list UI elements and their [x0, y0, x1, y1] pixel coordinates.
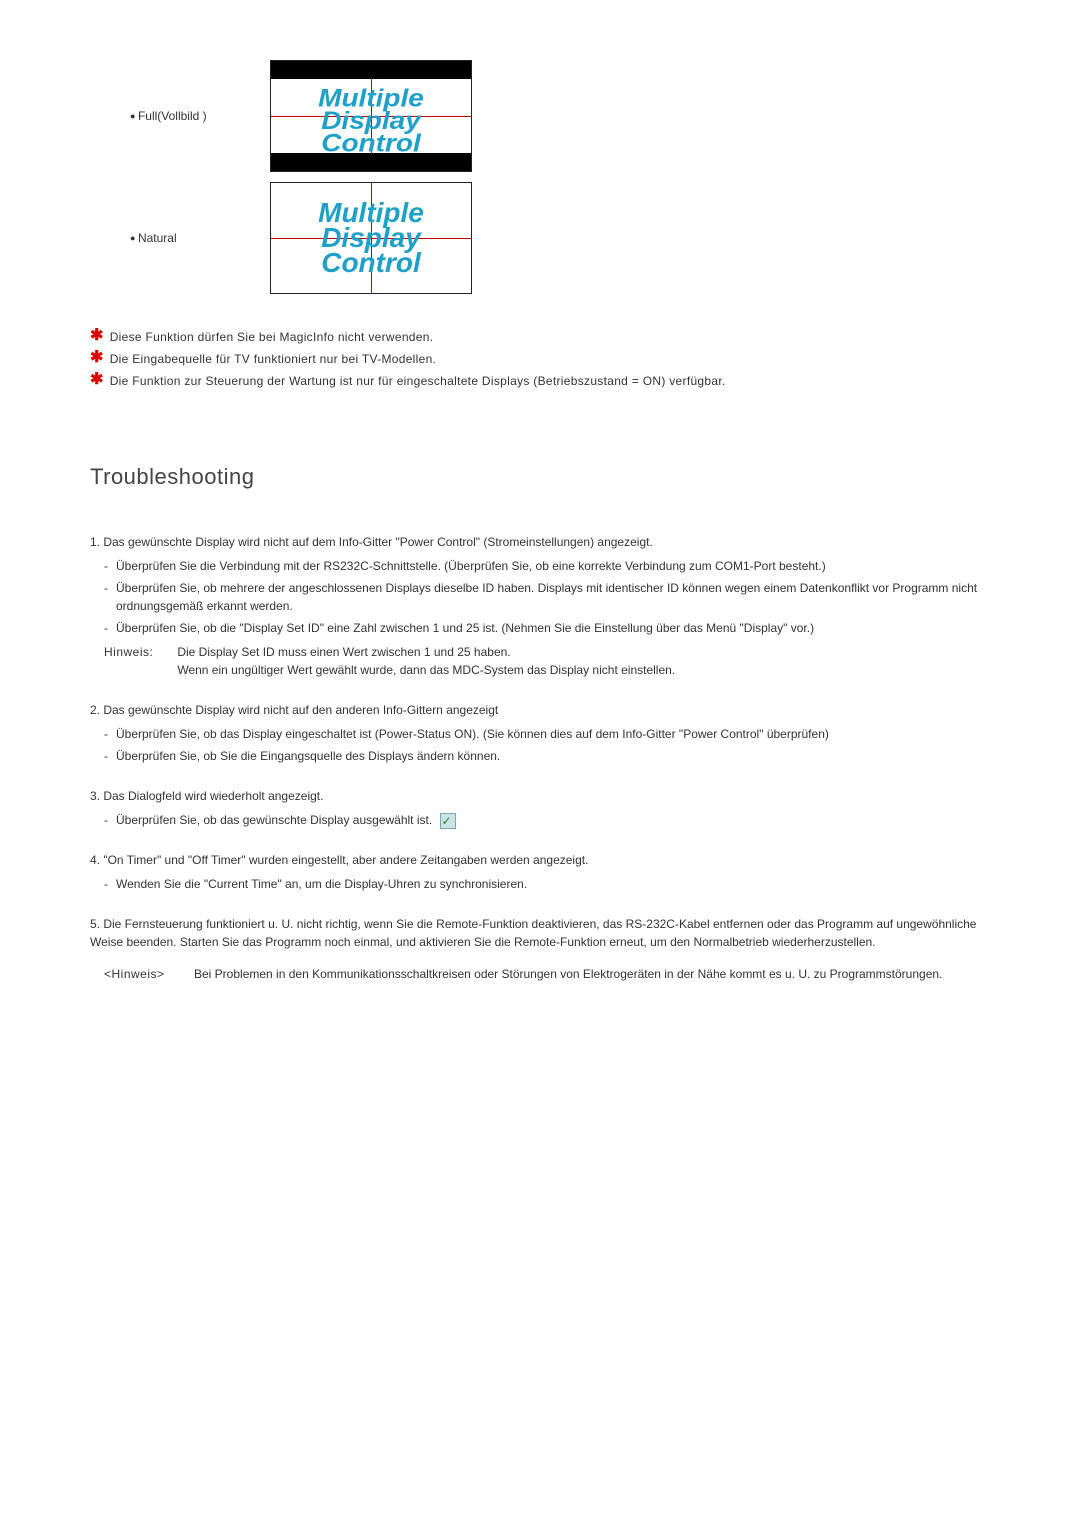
ts-question: 2. Das gewünschte Display wird nicht auf…: [90, 701, 990, 719]
asterisk-icon: ✱: [90, 372, 104, 390]
hinweis2-label: <Hinweis>: [104, 965, 194, 983]
checkbox-icon: [440, 813, 456, 829]
ts-item-2: 2. Das gewünschte Display wird nicht auf…: [90, 701, 990, 765]
logo-text: Control: [318, 132, 424, 155]
ts-answer-text: Wenden Sie die "Current Time" an, um die…: [116, 875, 527, 893]
ts-answer-text: Überprüfen Sie die Verbindung mit der RS…: [116, 557, 826, 575]
hinweis2-body: Bei Problemen in den Kommunikationsschal…: [194, 965, 990, 983]
star-note-text: Die Eingabequelle für TV funktioniert nu…: [110, 350, 436, 368]
asterisk-icon: ✱: [90, 328, 104, 346]
ts-answer-text: Überprüfen Sie, ob mehrere der angeschlo…: [116, 579, 990, 615]
ts-item-4: 4. "On Timer" und "Off Timer" wurden ein…: [90, 851, 990, 893]
ts-answer: -Überprüfen Sie, ob mehrere der angeschl…: [104, 579, 990, 615]
ts-answer-text: Überprüfen Sie, ob das gewünschte Displa…: [116, 813, 432, 827]
ts-question: 1. Das gewünschte Display wird nicht auf…: [90, 533, 990, 551]
label-full: Full(Vollbild ): [90, 107, 270, 125]
ts-item-5: 5. Die Fernsteuerung funktioniert u. U. …: [90, 915, 990, 983]
ts-question: 3. Das Dialogfeld wird wiederholt angeze…: [90, 787, 990, 805]
ts-item-1: 1. Das gewünschte Display wird nicht auf…: [90, 533, 990, 679]
hinweis2-block: <Hinweis> Bei Problemen in den Kommunika…: [104, 965, 990, 983]
image-row-natural: Natural Multiple Display Control: [90, 182, 990, 294]
hinweis-line: Wenn ein ungültiger Wert gewählt wurde, …: [177, 663, 675, 677]
logo-text: Control: [318, 251, 424, 276]
ts-answer: -Wenden Sie die "Current Time" an, um di…: [104, 875, 990, 893]
hinweis-line: Die Display Set ID muss einen Wert zwisc…: [177, 645, 510, 659]
hinweis-block: Hinweis: Die Display Set ID muss einen W…: [104, 643, 990, 679]
label-natural: Natural: [90, 229, 270, 247]
star-note-text: Diese Funktion dürfen Sie bei MagicInfo …: [110, 328, 434, 346]
hinweis-body: Die Display Set ID muss einen Wert zwisc…: [177, 643, 937, 679]
mdc-image-full: Multiple Display Control: [270, 60, 472, 172]
ts-answer: - Überprüfen Sie, ob das gewünschte Disp…: [104, 811, 990, 829]
image-row-full: Full(Vollbild ) Multiple Display Control: [90, 60, 990, 172]
hinweis-label: Hinweis:: [104, 643, 174, 661]
troubleshooting-heading: Troubleshooting: [90, 460, 990, 493]
star-note: ✱ Die Funktion zur Steuerung der Wartung…: [90, 372, 990, 390]
asterisk-icon: ✱: [90, 350, 104, 368]
ts-answer-text: Überprüfen Sie, ob Sie die Eingangsquell…: [116, 747, 500, 765]
star-note: ✱ Die Eingabequelle für TV funktioniert …: [90, 350, 990, 368]
star-note-text: Die Funktion zur Steuerung der Wartung i…: [110, 372, 726, 390]
ts-answer-text: Überprüfen Sie, ob die "Display Set ID" …: [116, 619, 814, 637]
ts-answer-text: Überprüfen Sie, ob das Display eingescha…: [116, 725, 829, 743]
ts-question: 5. Die Fernsteuerung funktioniert u. U. …: [90, 915, 990, 951]
ts-item-3: 3. Das Dialogfeld wird wiederholt angeze…: [90, 787, 990, 829]
ts-answer: -Überprüfen Sie, ob Sie die Eingangsquel…: [104, 747, 990, 765]
ts-answer: -Überprüfen Sie, ob die "Display Set ID"…: [104, 619, 990, 637]
ts-answer: -Überprüfen Sie, ob das Display eingesch…: [104, 725, 990, 743]
ts-answer: -Überprüfen Sie die Verbindung mit der R…: [104, 557, 990, 575]
ts-question: 4. "On Timer" und "Off Timer" wurden ein…: [90, 851, 990, 869]
mdc-image-natural: Multiple Display Control: [270, 182, 472, 294]
star-note: ✱ Diese Funktion dürfen Sie bei MagicInf…: [90, 328, 990, 346]
